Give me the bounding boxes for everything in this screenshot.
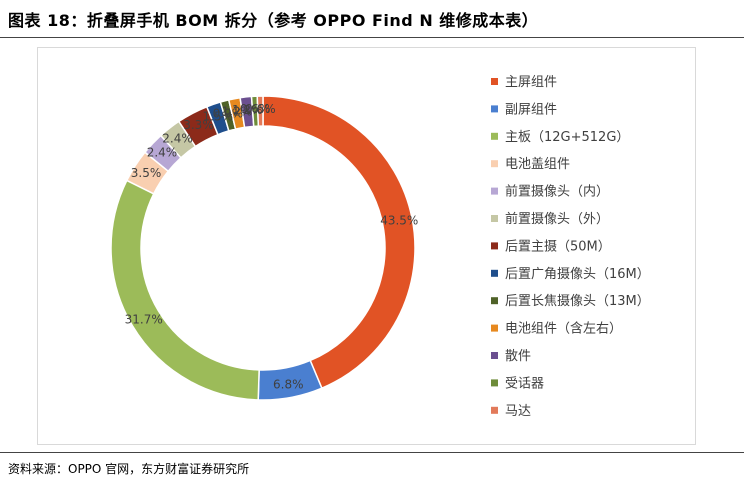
data-label-6: 2.4% <box>162 131 193 145</box>
data-label-11: 1.2% <box>232 103 263 117</box>
legend-label-4: 电池盖组件 <box>505 157 570 172</box>
data-label-5: 2.4% <box>147 146 178 160</box>
source-note: 资料来源：OPPO 官网，东方财富证券研究所 <box>8 462 250 476</box>
legend-label-8: 后置广角摄像头（16M） <box>505 267 650 282</box>
data-label-3: 31.7% <box>125 312 163 326</box>
donut-data-labels: 43.5%6.8%31.7%3.5%2.4%2.4%3.3%1.5%0.9%1.… <box>125 102 419 392</box>
legend-label-6: 前置摄像头（外） <box>505 211 609 227</box>
slice-13 <box>256 95 264 127</box>
legend-swatch-13 <box>491 406 498 414</box>
title-rule <box>0 37 744 38</box>
data-label-13: 0.6% <box>245 102 276 116</box>
figure-title: 图表 18：折叠屏手机 BOM 拆分（参考 OPPO Find N 维修成本表） <box>8 11 539 30</box>
data-label-12: 0.6% <box>240 102 271 116</box>
data-label-10: 1.2% <box>222 104 253 118</box>
legend-swatch-9 <box>491 297 498 305</box>
legend-label-10: 电池组件（含左右） <box>505 321 622 337</box>
donut-chart: 43.5%6.8%31.7%3.5%2.4%2.4%3.3%1.5%0.9%1.… <box>110 75 650 419</box>
data-label-1: 43.5% <box>380 214 418 228</box>
chart-area: 43.5% 6.8% 31.7% 3.5% 2.4% 2.4% 3.3% 1.5% 0.9% 1.… <box>37 47 696 445</box>
legend-swatch-11 <box>491 352 498 359</box>
legend-swatch-1 <box>491 78 498 85</box>
legend-swatch-10 <box>491 324 498 332</box>
donut-slices <box>110 95 416 401</box>
slice-3 <box>110 179 260 401</box>
data-label-9: 0.9% <box>213 107 244 121</box>
legend-swatch-4 <box>491 160 498 168</box>
data-label-7: 3.3% <box>183 118 214 132</box>
legend-label-3: 主板（12G+512G） <box>505 130 629 145</box>
legend-swatch-7 <box>491 242 498 250</box>
legend-label-1: 主屏组件 <box>505 75 557 90</box>
legend-label-11: 散件 <box>505 349 531 364</box>
legend-swatch-6 <box>491 215 498 222</box>
legend-swatch-5 <box>491 187 498 195</box>
legend-swatch-3 <box>491 132 498 140</box>
slice-1 <box>262 95 416 390</box>
data-label-8: 1.5% <box>203 110 234 124</box>
data-label-2: 6.8% <box>273 378 304 392</box>
source-rule <box>0 452 744 453</box>
legend-swatch-8 <box>491 269 498 277</box>
legend-label-7: 后置主摄（50M） <box>505 239 611 254</box>
legend-label-2: 副屏组件 <box>505 102 557 117</box>
legend-swatch-2 <box>491 105 498 113</box>
legend-label-5: 前置摄像头（内） <box>505 184 609 200</box>
legend-label-13: 马达 <box>505 404 531 419</box>
legend-label-12: 受话器 <box>505 376 544 391</box>
legend-label-9: 后置长焦摄像头（13M） <box>505 294 650 309</box>
legend-swatch-12 <box>491 379 498 387</box>
data-label-4: 3.5% <box>131 166 162 180</box>
